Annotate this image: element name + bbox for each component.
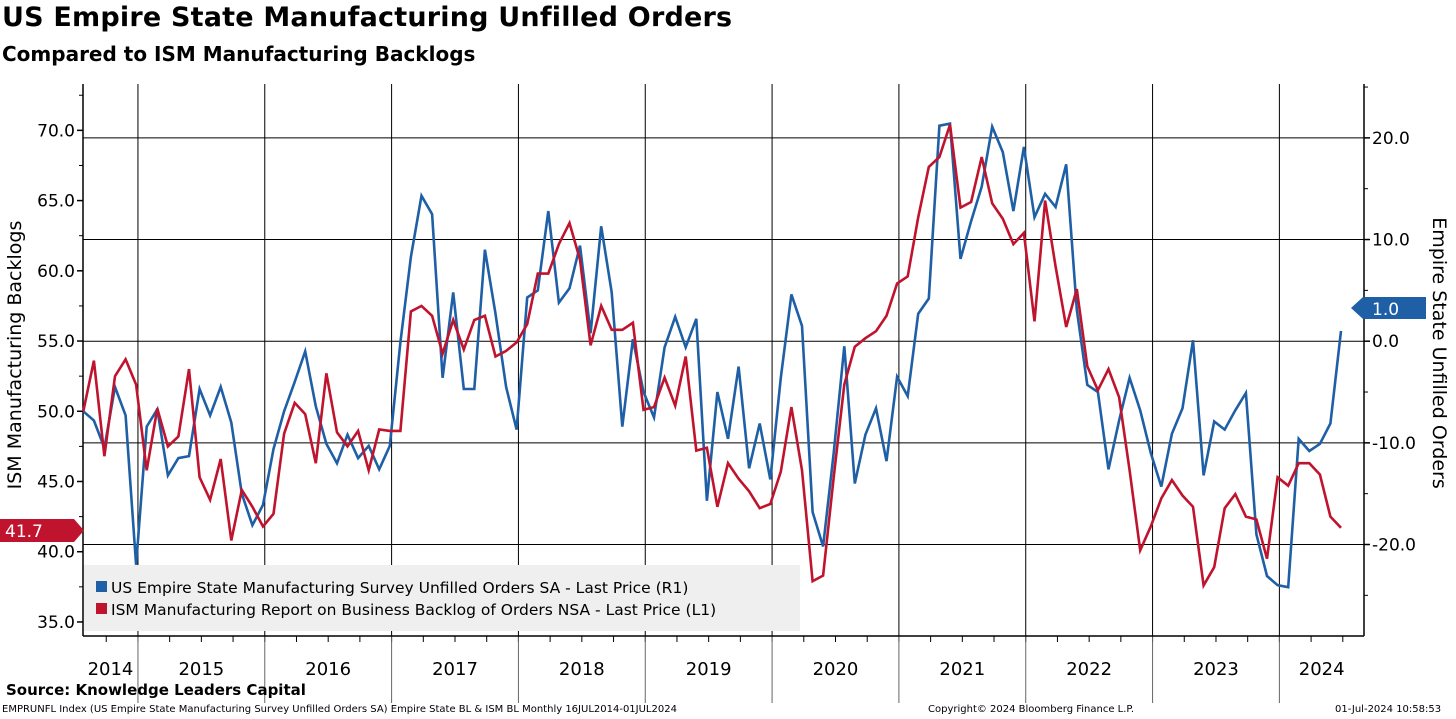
series-lines <box>82 122 1343 590</box>
right-axis-tick-label: -10.0 <box>1372 434 1416 454</box>
x-axis-year-label: 2023 <box>1193 659 1239 680</box>
last-value-label-ism: 41.7 <box>5 522 43 542</box>
x-axis-year-label: 2015 <box>178 659 224 680</box>
x-axis-year-label: 2024 <box>1299 659 1345 680</box>
x-axis-year-label: 2018 <box>559 659 605 680</box>
left-axis-tick-label: 50.0 <box>37 402 75 422</box>
legend: US Empire State Manufacturing Survey Unf… <box>84 565 800 631</box>
right-axis-tick-label: 0.0 <box>1372 332 1399 352</box>
x-axis-year-label: 2019 <box>686 659 732 680</box>
x-axis-year-label: 2022 <box>1066 659 1112 680</box>
series-line-ism-backlog <box>82 124 1342 590</box>
left-axis-tick-label: 65.0 <box>37 192 75 212</box>
left-axis-tick-label: 35.0 <box>37 613 75 633</box>
legend-label-ism: ISM Manufacturing Report on Business Bac… <box>111 601 716 619</box>
chart-title: US Empire State Manufacturing Unfilled O… <box>2 2 733 33</box>
legend-swatch-ism <box>96 603 107 614</box>
source-note: Source: Knowledge Leaders Capital <box>6 681 306 699</box>
right-axis-tick-label: -20.0 <box>1372 536 1416 556</box>
footer-description: EMPRUNFL Index (US Empire State Manufact… <box>2 704 677 715</box>
legend-swatch-empire <box>96 581 107 592</box>
last-value-tag-ism <box>0 519 84 542</box>
x-axis-year-label: 2016 <box>305 659 351 680</box>
right-axis-tick-label: 20.0 <box>1372 129 1410 149</box>
x-axis-year-label: 2014 <box>88 659 134 680</box>
axes: -20.0 -10.0 0.0 10.0 20.0 35.0 40.0 45.0 50.0 55.… <box>37 84 1416 703</box>
series-line-empire-state <box>82 122 1343 589</box>
left-axis-tick-label: 70.0 <box>37 121 75 141</box>
legend-label-empire: US Empire State Manufacturing Survey Unf… <box>111 579 688 597</box>
gridlines <box>83 84 1364 636</box>
left-axis-tick-label: 40.0 <box>37 543 75 563</box>
x-axis-year-label: 2020 <box>813 659 859 680</box>
right-axis-tick-label: 10.0 <box>1372 231 1410 251</box>
last-value-tag-empire <box>1351 297 1426 319</box>
x-axis-year-label: 2017 <box>432 659 478 680</box>
left-axis-title: ISM Manufacturing Backlogs <box>4 221 26 490</box>
last-value-label-empire: 1.0 <box>1372 300 1399 320</box>
last-value-tags: 41.7 1.0 <box>0 297 1426 542</box>
left-axis-tick-label: 60.0 <box>37 262 75 282</box>
footer-timestamp: 01-Jul-2024 10:58:53 <box>1335 704 1442 715</box>
legend-background <box>84 565 800 631</box>
chart-subtitle: Compared to ISM Manufacturing Backlogs <box>2 42 476 66</box>
left-axis-tick-label: 45.0 <box>37 472 75 492</box>
x-axis-year-label: 2021 <box>939 659 985 680</box>
footer-copyright: Copyright© 2024 Bloomberg Finance L.P. <box>928 704 1135 715</box>
right-axis-title: Empire State Unfilled Orders <box>1428 217 1450 488</box>
left-axis-tick-label: 55.0 <box>37 332 75 352</box>
